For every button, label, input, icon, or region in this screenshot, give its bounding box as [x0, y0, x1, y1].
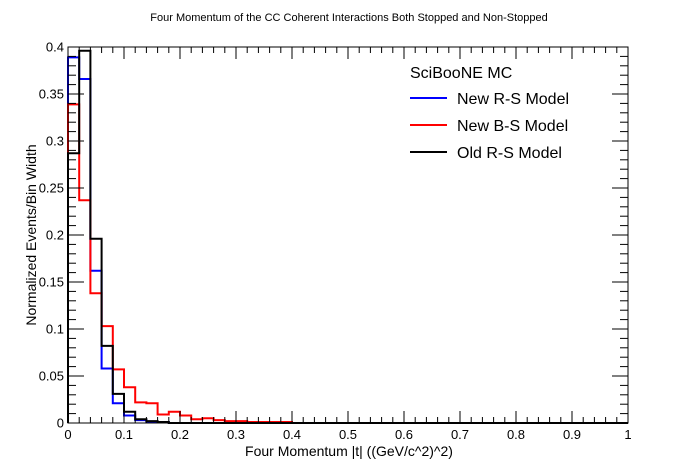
x-axis-label: Four Momentum |t| ((GeV/c^2)^2)	[245, 443, 453, 459]
x-tick-label: 0.8	[507, 427, 525, 442]
y-tick-label: 0.35	[39, 87, 64, 102]
y-tick-label: 0.05	[39, 369, 64, 384]
y-tick-label: 0.3	[46, 134, 64, 149]
y-tick-label: 0.25	[39, 181, 64, 196]
legend-label: New B-S Model	[457, 118, 568, 135]
y-tick-label: 0.1	[46, 322, 64, 337]
y-tick-label: 0.4	[46, 40, 64, 55]
x-tick-label: 0.4	[283, 427, 301, 442]
x-tick-label: 0.2	[171, 427, 189, 442]
legend-label: New R-S Model	[457, 91, 569, 108]
y-tick-label: 0.15	[39, 275, 64, 290]
ticks-layer	[67, 46, 629, 424]
x-tick-label: 0.9	[563, 427, 581, 442]
x-tick-label: 0.5	[339, 427, 357, 442]
y-tick-label: 0.2	[46, 228, 64, 243]
legend: SciBooNE MC New R-S Model New B-S Model Ol…	[410, 65, 569, 162]
legend-label: Old R-S Model	[457, 145, 562, 162]
x-tick-label: 0	[64, 427, 71, 442]
y-tick-label: 0	[57, 416, 64, 431]
series-line-1	[67, 56, 628, 424]
x-tick-label: 0.6	[395, 427, 413, 442]
x-tick-label: 0.3	[227, 427, 245, 442]
chart-title: Four Momentum of the CC Coherent Interac…	[150, 12, 547, 24]
x-tick-label: 1	[624, 427, 631, 442]
x-tick-label: 0.7	[451, 427, 469, 442]
tick-labels-layer: 0 0.1 0.2 0.3 0.4 0.5 0.6 0.7 0.8 0.9 1 0 0.05 0.1 0.1…	[39, 40, 632, 443]
y-axis-label: Normalized Events/Bin Width	[23, 144, 39, 325]
x-tick-label: 0.1	[115, 427, 133, 442]
legend-header: SciBooNE MC	[410, 65, 512, 82]
